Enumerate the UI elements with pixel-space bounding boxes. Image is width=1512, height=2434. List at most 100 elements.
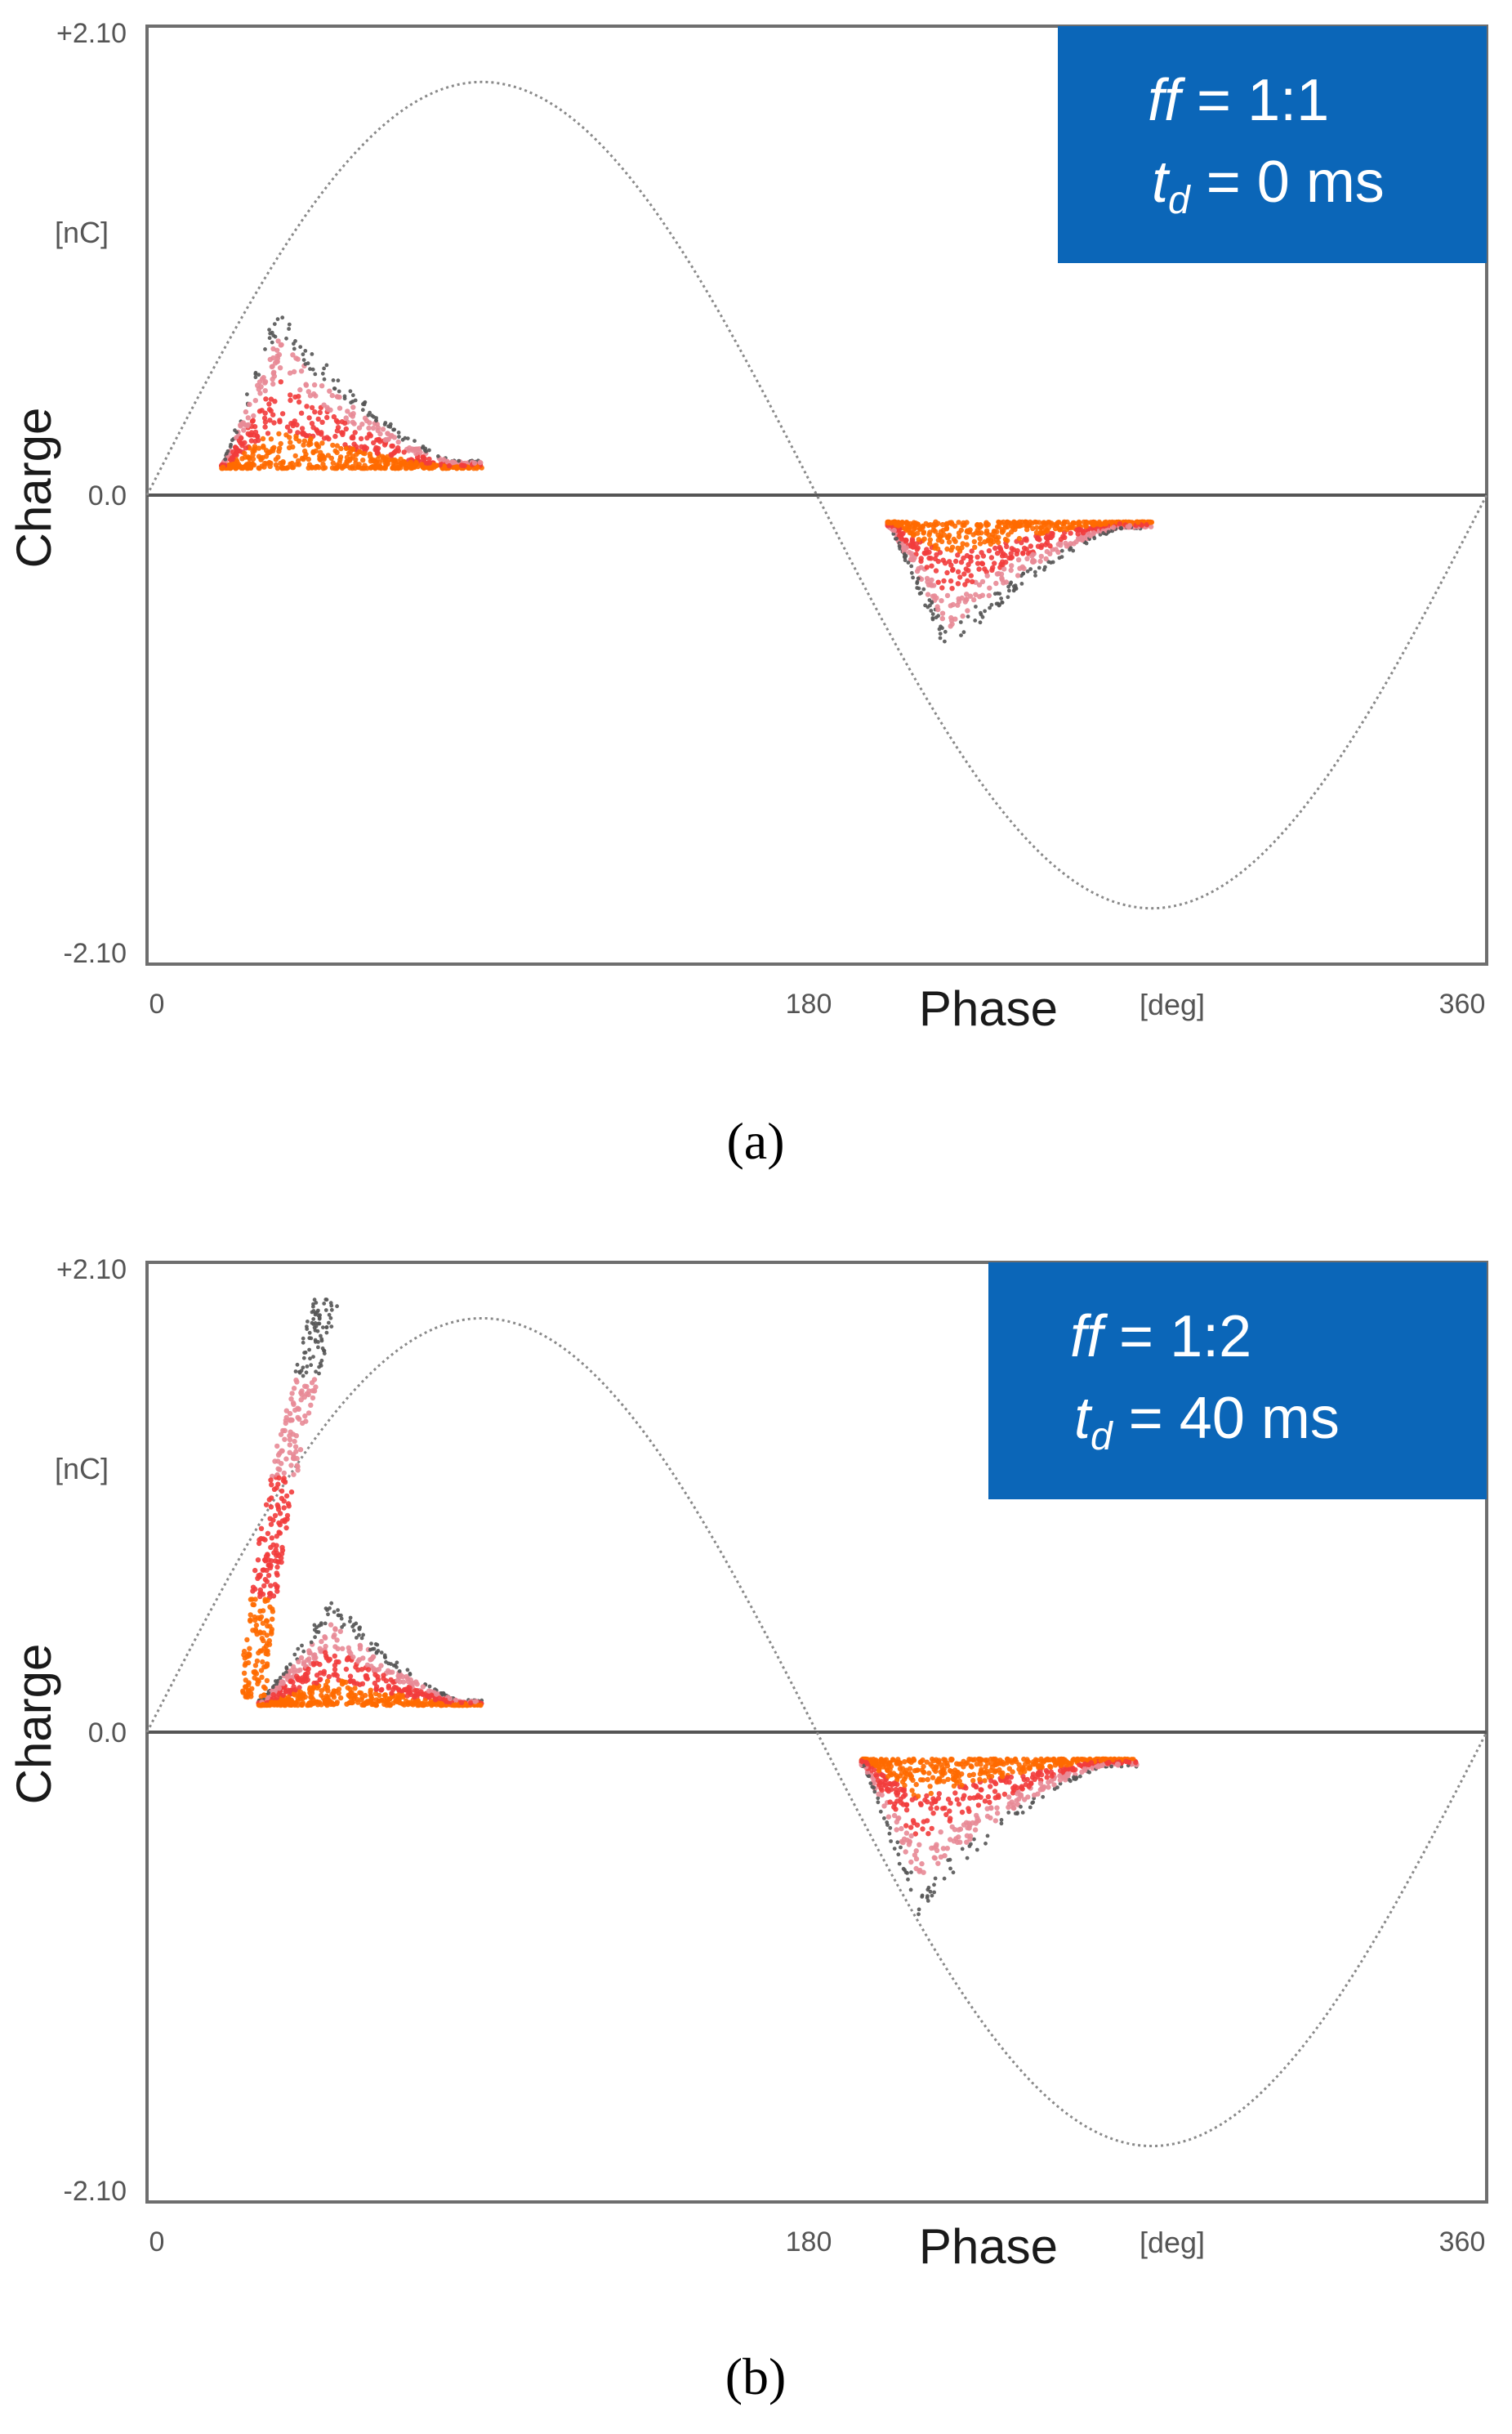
pd-point: [908, 1887, 913, 1892]
pd-point: [295, 1414, 301, 1421]
pd-point: [260, 435, 266, 442]
pd-point: [457, 458, 461, 463]
pd-point: [337, 1628, 343, 1634]
pd-point: [265, 1648, 270, 1655]
pd-point: [283, 1689, 289, 1695]
pd-point: [395, 439, 401, 445]
pd-point: [285, 1501, 292, 1507]
pd-point: [350, 1624, 355, 1629]
pd-point: [998, 520, 1004, 525]
pd-point: [963, 1785, 969, 1791]
pd-point: [997, 544, 1002, 550]
pd-point: [943, 1811, 949, 1818]
pd-point: [223, 457, 228, 462]
pd-point: [899, 1825, 904, 1832]
pd-point: [1101, 531, 1106, 535]
pd-point: [917, 592, 922, 596]
pd-point: [299, 426, 306, 431]
pd-point: [1059, 1756, 1066, 1762]
pd-point: [1011, 1805, 1017, 1811]
pd-point: [256, 373, 261, 377]
pd-point: [337, 454, 344, 460]
pd-point: [924, 1793, 930, 1799]
pd-point: [268, 1521, 274, 1527]
panel-b: +2.10 0.0 -2.10 [nC] Charge 0 180 360 Phase [deg]…: [7, 1254, 1488, 2405]
pd-point: [288, 1489, 295, 1495]
pd-point: [1109, 519, 1115, 525]
xtick-360: 360: [1439, 989, 1486, 1020]
pd-point: [323, 1606, 328, 1610]
pd-point: [418, 1689, 424, 1695]
pd-point: [348, 1615, 353, 1620]
pd-point: [1071, 520, 1077, 527]
pd-point: [350, 419, 356, 425]
pd-point: [246, 454, 252, 461]
pd-point: [1006, 1801, 1013, 1807]
pd-point: [953, 1778, 959, 1784]
pd-point: [1025, 569, 1030, 574]
pd-point: [303, 349, 308, 353]
pd-point: [873, 1757, 879, 1763]
pd-point: [292, 1407, 298, 1414]
pd-point: [890, 1771, 897, 1776]
pd-point: [988, 1784, 993, 1789]
pd-point: [268, 1562, 274, 1569]
pd-point: [1034, 1774, 1041, 1780]
pd-point: [1019, 1784, 1025, 1789]
pd-point: [1018, 1770, 1024, 1775]
pd-point: [1001, 1762, 1006, 1767]
pd-point: [1008, 567, 1014, 574]
pd-point: [258, 1525, 265, 1532]
pd-point: [1038, 529, 1044, 535]
pd-point: [238, 422, 243, 428]
pd-point: [275, 317, 280, 321]
pd-point: [956, 1801, 962, 1807]
pd-point: [313, 1384, 319, 1390]
pd-point: [912, 522, 918, 528]
pd-point: [334, 1699, 340, 1705]
pd-point: [266, 401, 272, 407]
pd-point: [278, 1431, 284, 1437]
reference-sine-wave: [145, 80, 1488, 910]
pd-point: [948, 603, 954, 609]
pd-point: [337, 394, 342, 400]
pd-point: [330, 442, 336, 449]
pd-point: [939, 1772, 945, 1778]
pd-point: [462, 462, 467, 469]
pd-point: [360, 1655, 366, 1661]
pd-point: [882, 1761, 889, 1767]
y-axis-title: Charge: [7, 1644, 61, 1805]
pd-point: [322, 1302, 327, 1306]
pd-point: [279, 1488, 285, 1494]
pd-point: [305, 1364, 310, 1369]
pd-point: [284, 336, 288, 341]
pd-point: [401, 458, 407, 465]
pd-point: [300, 1643, 304, 1648]
pd-point: [912, 1852, 918, 1858]
pd-point: [405, 1668, 410, 1673]
pd-point: [899, 1779, 906, 1784]
pd-point: [332, 386, 337, 391]
pd-point: [332, 1653, 337, 1659]
pd-point: [281, 1672, 286, 1677]
pd-point: [1068, 547, 1072, 552]
pd-point: [466, 465, 472, 471]
cluster-positive-PD-cluster: [219, 315, 484, 471]
pd-point: [271, 420, 277, 426]
pd-point: [930, 1811, 936, 1816]
pd-point: [293, 1433, 299, 1439]
pd-point: [297, 1694, 303, 1700]
pd-point: [348, 1619, 352, 1623]
pd-point: [339, 1613, 343, 1618]
pd-point: [284, 424, 291, 430]
cluster-positive-PD-cluster: [256, 1601, 484, 1708]
pd-point: [961, 630, 966, 635]
pd-point: [434, 1691, 439, 1697]
pd-point: [326, 1673, 332, 1680]
pd-point: [977, 541, 983, 547]
pd-point: [269, 1535, 274, 1541]
pd-point: [248, 462, 254, 469]
pd-point: [280, 1478, 287, 1484]
pd-point: [314, 1369, 318, 1374]
pd-point: [947, 1808, 952, 1814]
